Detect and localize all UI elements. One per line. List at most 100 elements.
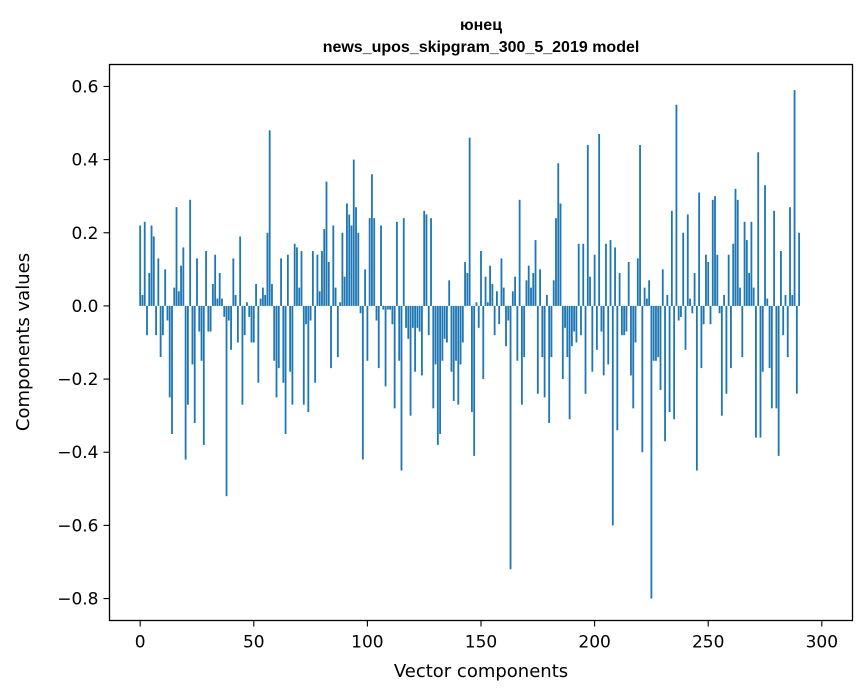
bar-289 [795,305,798,394]
bar-74 [307,305,310,412]
chart-title: юнец [460,17,502,34]
bar-165 [514,276,516,306]
bar-267 [745,240,748,306]
bar-188 [566,305,569,358]
bar-60 [275,305,278,398]
x-tick-label: 150 [465,633,497,653]
bar-280 [775,305,778,409]
bar-228 [657,305,660,358]
bar-141 [459,305,462,365]
bar-122 [416,305,419,328]
bar-39 [227,305,230,321]
bar-1 [141,294,144,306]
bar-43 [236,305,239,343]
bar-220 [639,144,641,306]
bar-152 [484,276,487,306]
bar-222 [643,287,646,306]
bar-244 [693,273,696,306]
bar-209 [614,247,616,306]
bar-99 [364,269,367,306]
bar-147 [473,305,476,456]
bar-153 [486,302,489,306]
bar-250 [707,262,710,306]
bar-287 [791,294,794,306]
bar-248 [702,305,705,325]
bar-20 [184,305,187,460]
bar-37 [223,305,226,317]
bar-89 [341,232,344,306]
bar-112 [393,305,396,409]
bar-25 [196,258,198,306]
bar-119 [409,305,412,416]
x-tick-label: 250 [692,633,724,653]
bar-121 [414,305,417,372]
bar-11 [164,269,167,306]
bar-254 [716,254,719,306]
bar-58 [271,283,273,306]
bar-227 [655,305,657,361]
bar-12 [166,305,169,321]
bar-273 [759,305,762,438]
bar-156 [493,305,496,336]
bar-113 [396,221,398,306]
bar-275 [764,185,766,306]
bar-272 [757,152,760,306]
bar-157 [496,291,498,306]
bar-24 [193,305,196,423]
bar-133 [441,305,444,361]
bar-274 [761,305,764,372]
bar-142 [461,305,464,343]
bar-102 [371,174,373,306]
bar-285 [786,305,789,358]
bar-146 [471,305,473,412]
bar-81 [323,229,326,306]
y-tick-label: −0.8 [57,590,98,610]
bar-117 [405,305,407,328]
bar-87 [336,305,339,358]
bar-196 [584,305,587,394]
bar-136 [448,280,451,306]
y-tick-label: 0.2 [71,224,98,244]
bar-206 [607,305,610,365]
bar-194 [580,305,582,336]
bar-258 [725,305,728,394]
bar-23 [191,305,194,365]
bar-261 [732,243,735,306]
bar-17 [177,291,180,306]
bar-32 [211,283,214,306]
bar-241 [686,214,689,306]
bar-276 [766,298,769,306]
bar-255 [718,305,721,314]
bar-75 [309,305,312,321]
bar-204 [602,305,605,376]
bar-179 [545,294,548,306]
bar-70 [298,287,301,306]
bar-82 [325,181,328,306]
bar-268 [748,273,751,306]
bar-29 [205,251,207,306]
bar-154 [489,265,491,306]
bar-283 [782,305,785,336]
y-axis: −0.8 −0.6 −0.4 −0.2 0.0 0.2 0.4 0.6 [57,77,110,610]
bar-189 [568,305,571,420]
bar-13 [168,305,171,398]
y-axis-label: Components values [13,253,34,431]
bar-5 [150,225,153,306]
bar-143 [464,262,467,306]
bar-158 [498,305,501,325]
bar-65 [286,254,289,306]
bar-64 [284,305,287,434]
bar-109 [386,305,389,310]
bar-150 [480,251,482,306]
bar-279 [773,210,776,306]
bar-128 [430,218,432,306]
bar-197 [586,144,589,306]
bar-257 [723,294,726,306]
bar-108 [384,305,387,387]
bar-264 [739,287,741,306]
bar-34 [216,298,219,306]
bar-246 [698,192,701,306]
bar-51 [255,283,257,306]
bar-73 [305,305,307,325]
bar-234 [670,210,673,306]
